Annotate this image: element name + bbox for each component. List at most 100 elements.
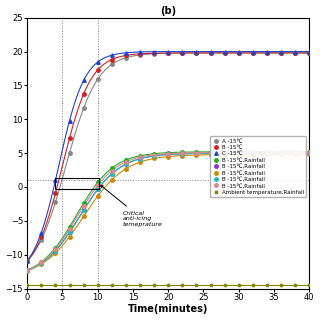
C -15℃ [53, 179, 57, 182]
B -15℃,Rainfall [68, 230, 71, 234]
B -15℃,Rainfall [223, 151, 227, 155]
C -15℃ [223, 50, 227, 53]
C -15℃ [251, 50, 255, 53]
A -15℃ [166, 51, 170, 55]
B -15℃,Rainfall [124, 162, 128, 166]
B -15℃ [166, 51, 170, 55]
B -15℃,Rainfall [307, 150, 311, 154]
B -15℃ [124, 53, 128, 57]
B -15℃,Rainfall [68, 227, 71, 231]
B -15℃ [279, 51, 283, 55]
B -15℃,Rainfall [251, 150, 255, 154]
B -15℃,Rainfall [223, 150, 227, 154]
A -15℃ [138, 53, 142, 57]
A -15℃ [251, 51, 255, 55]
B -15℃,Rainfall [166, 153, 170, 156]
B -15℃,Rainfall [237, 151, 241, 155]
B -15℃,Rainfall [152, 152, 156, 156]
B -15℃ [138, 52, 142, 56]
B -15℃ [82, 92, 85, 96]
B -15℃,Rainfall [110, 178, 114, 182]
B -15℃,Rainfall [68, 235, 71, 239]
C -15℃ [68, 119, 71, 123]
B -15℃,Rainfall [265, 151, 269, 155]
Ambient temperature,Rainfall [279, 283, 283, 287]
B -15℃ [251, 51, 255, 55]
B -15℃,Rainfall [53, 249, 57, 252]
B -15℃,Rainfall [195, 151, 198, 155]
B -15℃,Rainfall [124, 162, 128, 166]
A -15℃ [209, 51, 212, 55]
B -15℃,Rainfall [68, 230, 71, 234]
B -15℃,Rainfall [251, 153, 255, 156]
B -15℃,Rainfall [25, 268, 29, 272]
Text: Critical
anti-icing
temeprature: Critical anti-icing temeprature [101, 185, 162, 227]
B -15℃,Rainfall [25, 268, 29, 272]
A -15℃ [293, 51, 297, 55]
B -15℃,Rainfall [138, 154, 142, 158]
B -15℃,Rainfall [53, 249, 57, 252]
Ambient temperature,Rainfall [293, 283, 297, 287]
B -15℃,Rainfall [166, 152, 170, 156]
Ambient temperature,Rainfall [152, 283, 156, 287]
B -15℃,Rainfall [237, 150, 241, 154]
B -15℃,Rainfall [25, 268, 29, 272]
B -15℃,Rainfall [265, 151, 269, 155]
B -15℃,Rainfall [251, 150, 255, 154]
B -15℃,Rainfall [138, 155, 142, 159]
B -15℃,Rainfall [124, 160, 128, 164]
C -15℃ [96, 60, 100, 64]
C -15℃ [152, 50, 156, 54]
C -15℃ [265, 50, 269, 53]
Ambient temperature,Rainfall [265, 283, 269, 287]
B -15℃,Rainfall [39, 261, 43, 265]
A -15℃ [68, 151, 71, 155]
C -15℃ [307, 50, 311, 53]
B -15℃,Rainfall [307, 150, 311, 154]
B -15℃,Rainfall [223, 151, 227, 155]
B -15℃,Rainfall [166, 155, 170, 158]
B -15℃,Rainfall [25, 268, 29, 272]
B -15℃,Rainfall [68, 225, 71, 229]
B -15℃,Rainfall [96, 183, 100, 187]
C -15℃ [39, 231, 43, 235]
B -15℃,Rainfall [124, 167, 128, 171]
B -15℃,Rainfall [53, 246, 57, 250]
B -15℃,Rainfall [180, 151, 184, 155]
B -15℃,Rainfall [195, 153, 198, 157]
B -15℃ [110, 58, 114, 61]
B -15℃,Rainfall [152, 153, 156, 156]
A -15℃ [195, 51, 198, 55]
C -15℃ [237, 50, 241, 53]
B -15℃,Rainfall [25, 269, 29, 273]
A -15℃ [25, 259, 29, 263]
A -15℃ [124, 56, 128, 60]
B -15℃,Rainfall [195, 151, 198, 155]
B -15℃,Rainfall [279, 151, 283, 155]
B -15℃,Rainfall [96, 194, 100, 198]
B -15℃,Rainfall [53, 247, 57, 251]
B -15℃,Rainfall [307, 151, 311, 155]
B -15℃,Rainfall [180, 150, 184, 154]
B -15℃,Rainfall [124, 158, 128, 162]
B -15℃,Rainfall [96, 188, 100, 191]
B -15℃,Rainfall [180, 154, 184, 157]
B -15℃,Rainfall [293, 153, 297, 156]
B -15℃ [223, 51, 227, 55]
C -15℃ [293, 50, 297, 53]
Ambient temperature,Rainfall [96, 283, 100, 287]
B -15℃,Rainfall [237, 151, 241, 155]
Ambient temperature,Rainfall [166, 283, 170, 287]
Line: A -15℃: A -15℃ [26, 51, 311, 263]
B -15℃,Rainfall [307, 151, 311, 155]
B -15℃,Rainfall [82, 208, 85, 212]
B -15℃ [209, 51, 212, 55]
B -15℃,Rainfall [293, 150, 297, 154]
B -15℃,Rainfall [39, 260, 43, 264]
Ambient temperature,Rainfall [82, 283, 85, 287]
B -15℃,Rainfall [152, 154, 156, 158]
B -15℃,Rainfall [195, 151, 198, 155]
B -15℃ [195, 51, 198, 55]
Ambient temperature,Rainfall [251, 283, 255, 287]
B -15℃,Rainfall [110, 172, 114, 176]
